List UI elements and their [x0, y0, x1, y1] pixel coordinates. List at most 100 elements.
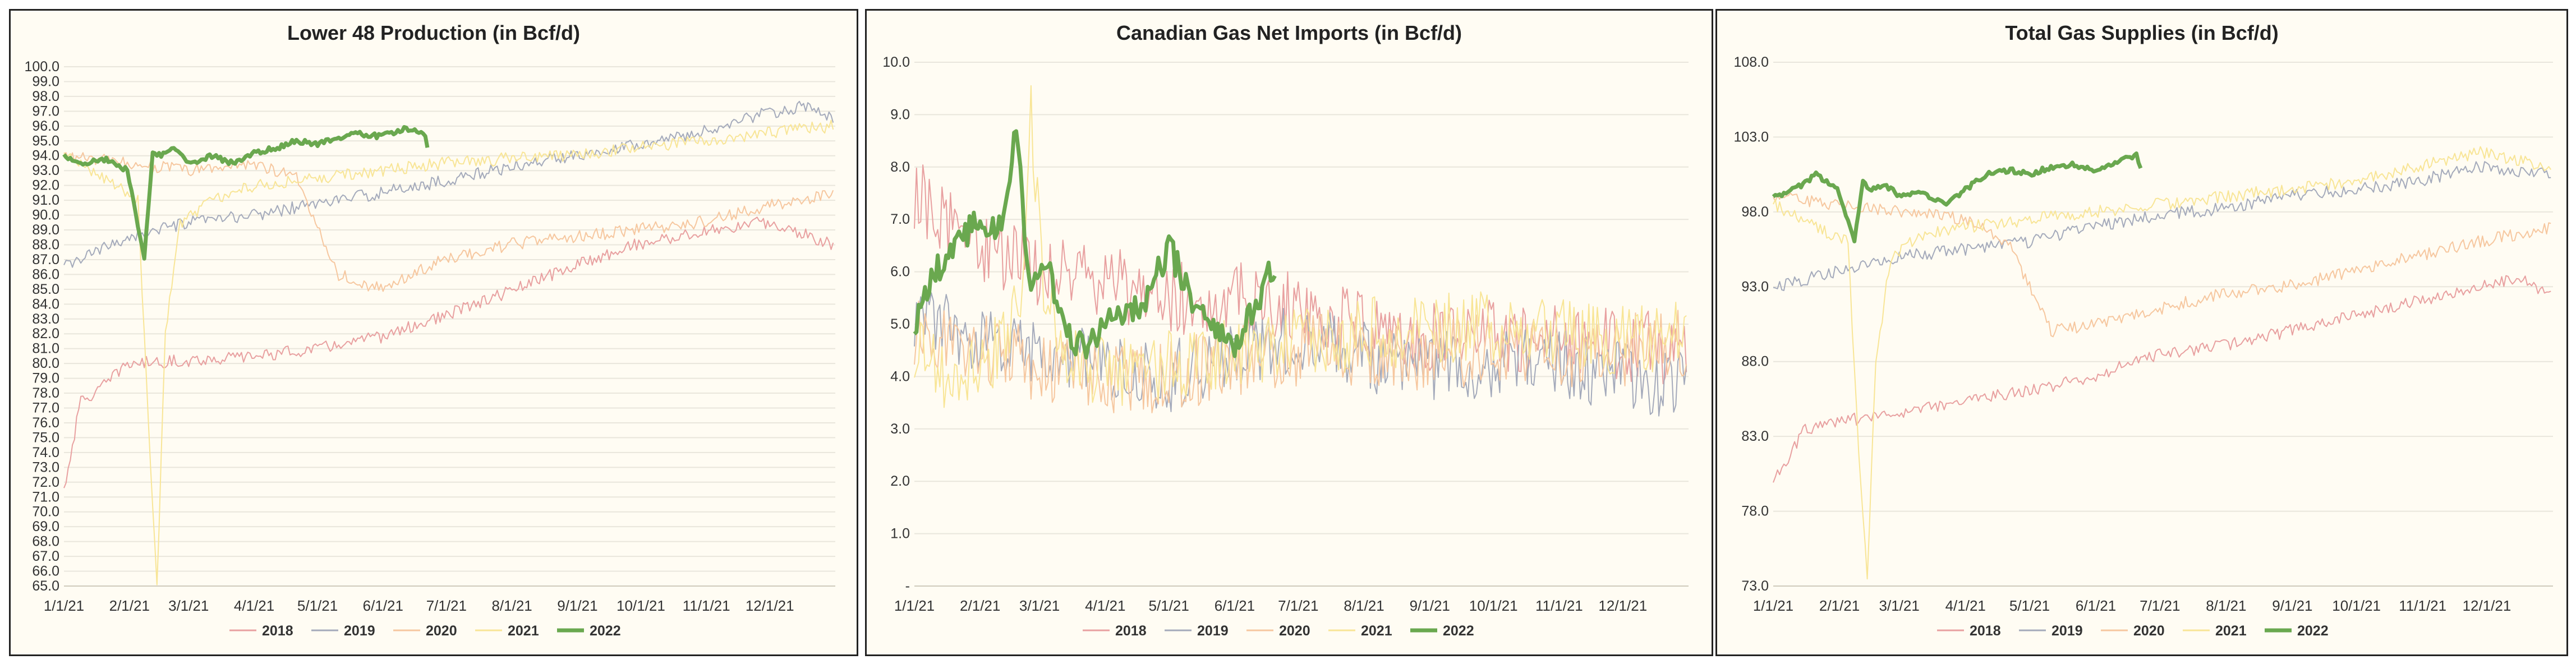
chart-title: Lower 48 Production (in Bcf/d)	[287, 21, 580, 44]
legend-label-2019: 2019	[2051, 623, 2083, 639]
x-tick-label: 5/1/21	[1149, 597, 1189, 614]
legend-label-2018: 2018	[262, 623, 293, 639]
series-line-2020	[63, 152, 834, 292]
y-tick-label: 5.0	[890, 316, 910, 332]
chart-lower48: Lower 48 Production (in Bcf/d) 65.066.067…	[24, 21, 835, 639]
chart-title: Canadian Gas Net Imports (in Bcf/d)	[1116, 21, 1462, 44]
y-tick-label: 70.0	[32, 504, 59, 520]
y-tick-label: 85.0	[32, 282, 59, 297]
y-tick-label: 98.0	[32, 89, 59, 104]
y-tick-label: -	[905, 578, 910, 594]
x-tick-label: 6/1/21	[2076, 597, 2116, 614]
y-tick-label: 98.0	[1741, 204, 1769, 220]
series-line-2021	[1773, 146, 2552, 580]
y-tick-label: 97.0	[32, 103, 59, 119]
y-tick-label: 83.0	[32, 311, 59, 327]
y-tick-label: 3.0	[890, 421, 910, 437]
y-tick-label: 75.0	[32, 430, 59, 445]
y-tick-label: 78.0	[32, 385, 59, 401]
x-tick-label: 1/1/21	[894, 597, 935, 614]
legend-label-2020: 2020	[2133, 623, 2165, 639]
y-tick-label: 9.0	[890, 107, 910, 122]
y-tick-label: 73.0	[1741, 578, 1769, 594]
legend-label-2022: 2022	[1443, 623, 1474, 639]
y-tick-label: 66.0	[32, 564, 59, 579]
y-tick-label: 99.0	[32, 73, 59, 89]
y-tick-label: 86.0	[32, 266, 59, 282]
series-line-2019	[63, 100, 834, 268]
y-tick-label: 71.0	[32, 489, 59, 505]
x-tick-label: 10/1/21	[1469, 597, 1518, 614]
y-tick-label: 79.0	[32, 371, 59, 386]
legend-label-2019: 2019	[344, 623, 375, 639]
x-tick-label: 10/1/21	[2332, 597, 2381, 614]
y-tick-label: 91.0	[32, 192, 59, 208]
y-tick-label: 89.0	[32, 222, 59, 238]
chart-canadian-imports: Canadian Gas Net Imports (in Bcf/d) - 1.0 2…	[882, 21, 1689, 639]
y-tick-label: 87.0	[32, 252, 59, 268]
y-tick-label: 8.0	[890, 159, 910, 175]
x-tick-label: 4/1/21	[234, 597, 274, 614]
y-tick-label: 93.0	[1741, 279, 1769, 294]
legend-label-2021: 2021	[508, 623, 539, 639]
y-tick-label: 1.0	[890, 526, 910, 542]
x-tick-label: 10/1/21	[617, 597, 665, 614]
y-tick-label: 96.0	[32, 118, 59, 134]
y-tick-label: 92.0	[32, 178, 59, 193]
x-tick-label: 1/1/21	[44, 597, 84, 614]
y-tick-label: 94.0	[32, 148, 59, 164]
x-tick-label: 5/1/21	[297, 597, 338, 614]
legend-label-2021: 2021	[2215, 623, 2247, 639]
x-tick-label: 7/1/21	[2140, 597, 2180, 614]
y-tick-label: 103.0	[1733, 129, 1769, 145]
y-tick-label: 10.0	[882, 54, 910, 70]
y-tick-label: 83.0	[1741, 428, 1769, 444]
y-tick-label: 82.0	[32, 326, 59, 342]
y-tick-label: 69.0	[32, 519, 59, 534]
series-line-2019	[1773, 161, 2551, 291]
chart-title: Total Gas Supplies (in Bcf/d)	[2005, 21, 2278, 44]
y-tick-label: 65.0	[32, 578, 59, 594]
y-tick-label: 100.0	[24, 59, 59, 75]
series-line-2021	[914, 85, 1687, 408]
x-tick-label: 8/1/21	[1344, 597, 1384, 614]
chart-panel-lower48: Lower 48 Production (in Bcf/d) 65.0 66.0 67…	[9, 9, 858, 656]
legend-label-2020: 2020	[426, 623, 457, 639]
x-tick-label: 9/1/21	[1410, 597, 1450, 614]
x-tick-label: 11/1/21	[1535, 597, 1583, 614]
x-tick-label: 12/1/21	[746, 597, 794, 614]
y-tick-label: 88.0	[1741, 354, 1769, 370]
y-tick-label: 88.0	[32, 237, 59, 252]
series-line-2022	[913, 129, 1277, 359]
y-tick-label: 80.0	[32, 356, 59, 371]
x-tick-label: 6/1/21	[1215, 597, 1255, 614]
series-line-2021	[63, 119, 834, 585]
x-tick-label: 2/1/21	[109, 597, 150, 614]
x-tick-label: 3/1/21	[168, 597, 209, 614]
chart-total-supplies: Total Gas Supplies (in Bcf/d) 73.0 78.0 83.…	[1733, 21, 2553, 639]
x-tick-label: 4/1/21	[1945, 597, 1986, 614]
y-tick-label: 7.0	[890, 211, 910, 227]
y-tick-label: 77.0	[32, 400, 59, 416]
y-tick-label: 108.0	[1733, 54, 1769, 70]
y-tick-label: 78.0	[1741, 504, 1769, 519]
x-tick-label: 7/1/21	[1278, 597, 1318, 614]
x-tick-label: 8/1/21	[491, 597, 532, 614]
legend-label-2021: 2021	[1361, 623, 1392, 639]
x-tick-label: 1/1/21	[1753, 597, 1793, 614]
legend-label-2022: 2022	[2297, 623, 2329, 639]
x-tick-label: 8/1/21	[2206, 597, 2246, 614]
x-tick-label: 12/1/21	[1598, 597, 1647, 614]
y-tick-label: 68.0	[32, 534, 59, 550]
series-line-2020	[914, 301, 1687, 413]
legend-label-2022: 2022	[590, 623, 621, 639]
y-tick-label: 6.0	[890, 264, 910, 280]
x-tick-label: 4/1/21	[1085, 597, 1125, 614]
x-tick-label: 12/1/21	[2463, 597, 2511, 614]
legend-label-2019: 2019	[1197, 623, 1229, 639]
series-line-2018	[63, 216, 834, 488]
x-tick-label: 5/1/21	[2009, 597, 2050, 614]
series-line-2022	[1772, 151, 2143, 243]
x-tick-label: 6/1/21	[363, 597, 403, 614]
x-tick-label: 3/1/21	[1879, 597, 1920, 614]
